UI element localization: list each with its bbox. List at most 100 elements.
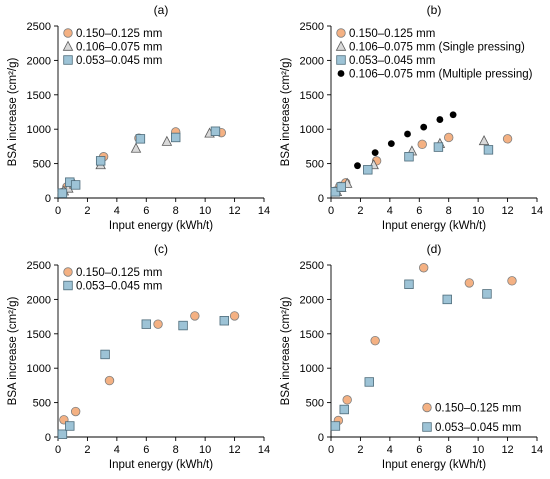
legend-marker: [62, 40, 74, 51]
data-point: [442, 294, 452, 305]
chart-panel-b: (b) 0 500 1000 1500 2000 2500 0 2 4 6 8 10 12 14 Input …: [280, 3, 543, 232]
y-tick-label: 500: [33, 398, 51, 410]
x-tick-label: 12: [501, 205, 513, 217]
legend-marker: [422, 422, 432, 432]
y-tick-label: 1500: [27, 90, 51, 102]
y-tick-label: 0: [45, 193, 51, 205]
y-tick-label: 2500: [27, 260, 51, 272]
x-tick-label: 6: [143, 444, 149, 456]
y-tick-label: 2500: [27, 21, 51, 33]
data-point: [404, 130, 411, 138]
legend-entry: 0.053–0.045 mm: [76, 281, 162, 293]
data-point: [190, 311, 200, 321]
legend-entry: 0.150–0.125 mm: [349, 28, 435, 40]
legend-entry: 0.053–0.045 mm: [76, 55, 162, 67]
panel-title: (d): [427, 242, 442, 256]
data-point: [100, 349, 110, 360]
legend-marker: [335, 40, 347, 51]
x-tick-label: 2: [84, 205, 90, 217]
y-tick-label: 2000: [300, 55, 324, 67]
y-tick-label: 1000: [27, 363, 51, 375]
x-tick-label: 6: [416, 205, 422, 217]
data-point: [507, 276, 517, 286]
data-point: [436, 116, 444, 123]
y-tick-label: 500: [33, 159, 51, 171]
y-tick-label: 1000: [27, 124, 51, 136]
x-axis-label: Input energy (kWh/t): [382, 459, 486, 471]
data-point: [339, 404, 349, 415]
data-point: [178, 320, 188, 331]
y-tick-label: 500: [306, 398, 324, 410]
data-point: [354, 162, 361, 170]
data-point: [363, 165, 373, 175]
x-axis-label: Input energy (kWh/t): [382, 220, 486, 232]
y-tick-label: 1000: [300, 124, 324, 136]
data-point: [417, 139, 427, 150]
y-tick-label: 1000: [300, 363, 324, 375]
x-tick-label: 2: [84, 444, 90, 456]
x-tick-label: 0: [55, 205, 61, 217]
y-tick-label: 2500: [300, 21, 324, 33]
y-tick-label: 2000: [27, 294, 51, 306]
chart-panel-a: (a) 0 500 1000 1500 2000 2500 0 2 4 6 8 10 12 14 Input …: [7, 3, 270, 232]
data-point: [404, 279, 414, 289]
data-point: [444, 132, 454, 143]
y-tick-label: 0: [318, 432, 324, 444]
data-point: [330, 421, 341, 431]
data-point: [342, 395, 352, 405]
x-tick-label: 0: [55, 444, 61, 456]
x-tick-label: 8: [446, 205, 452, 217]
data-point: [135, 134, 146, 144]
data-point: [330, 187, 341, 197]
data-point: [420, 123, 428, 131]
y-tick-label: 0: [45, 432, 51, 444]
panel-title: (a): [154, 3, 169, 17]
data-point: [153, 319, 163, 329]
x-tick-label: 14: [531, 205, 543, 217]
x-tick-label: 4: [387, 444, 393, 456]
data-point: [70, 406, 81, 417]
legend-marker: [336, 28, 346, 38]
data-point: [478, 135, 490, 146]
x-tick-label: 10: [199, 444, 211, 456]
y-tick-label: 0: [318, 193, 324, 205]
y-tick-label: 1500: [27, 329, 51, 341]
legend-entry: 0.150–0.125 mm: [76, 28, 162, 40]
data-point: [161, 135, 173, 146]
data-point: [65, 421, 75, 431]
x-tick-label: 14: [531, 444, 543, 456]
data-point: [104, 375, 115, 386]
legend-entry: 0.053–0.045 mm: [435, 422, 521, 434]
legend-marker: [337, 70, 345, 77]
x-tick-label: 12: [228, 444, 240, 456]
x-tick-label: 12: [228, 205, 240, 217]
data-point: [95, 156, 106, 166]
data-point: [371, 149, 379, 156]
data-point: [130, 142, 142, 153]
legend-marker: [63, 267, 73, 277]
legend-marker: [336, 55, 346, 65]
data-point: [387, 140, 395, 148]
legend-entry: 0.053–0.045 mm: [349, 55, 435, 67]
data-point: [433, 142, 444, 152]
data-point: [336, 182, 347, 192]
x-tick-label: 8: [173, 205, 179, 217]
data-point: [219, 316, 229, 326]
panel-title: (b): [427, 3, 442, 17]
data-point: [482, 289, 492, 299]
y-axis-label: BSA increase (cm²/g): [7, 297, 19, 406]
y-axis-label: BSA increase (cm²/g): [280, 58, 292, 167]
legend-marker: [422, 402, 432, 413]
legend-entry: 0.106–0.075 mm (Single pressing): [349, 42, 525, 54]
data-point: [70, 180, 81, 190]
data-point: [57, 188, 68, 198]
y-axis-label: BSA increase (cm²/g): [280, 297, 292, 406]
legend-entry: 0.150–0.125 mm: [76, 267, 162, 279]
data-point: [171, 132, 181, 143]
x-tick-label: 0: [328, 444, 334, 456]
data-point: [210, 126, 221, 136]
x-tick-label: 6: [143, 205, 149, 217]
x-tick-label: 14: [258, 205, 270, 217]
x-tick-label: 4: [387, 205, 393, 217]
